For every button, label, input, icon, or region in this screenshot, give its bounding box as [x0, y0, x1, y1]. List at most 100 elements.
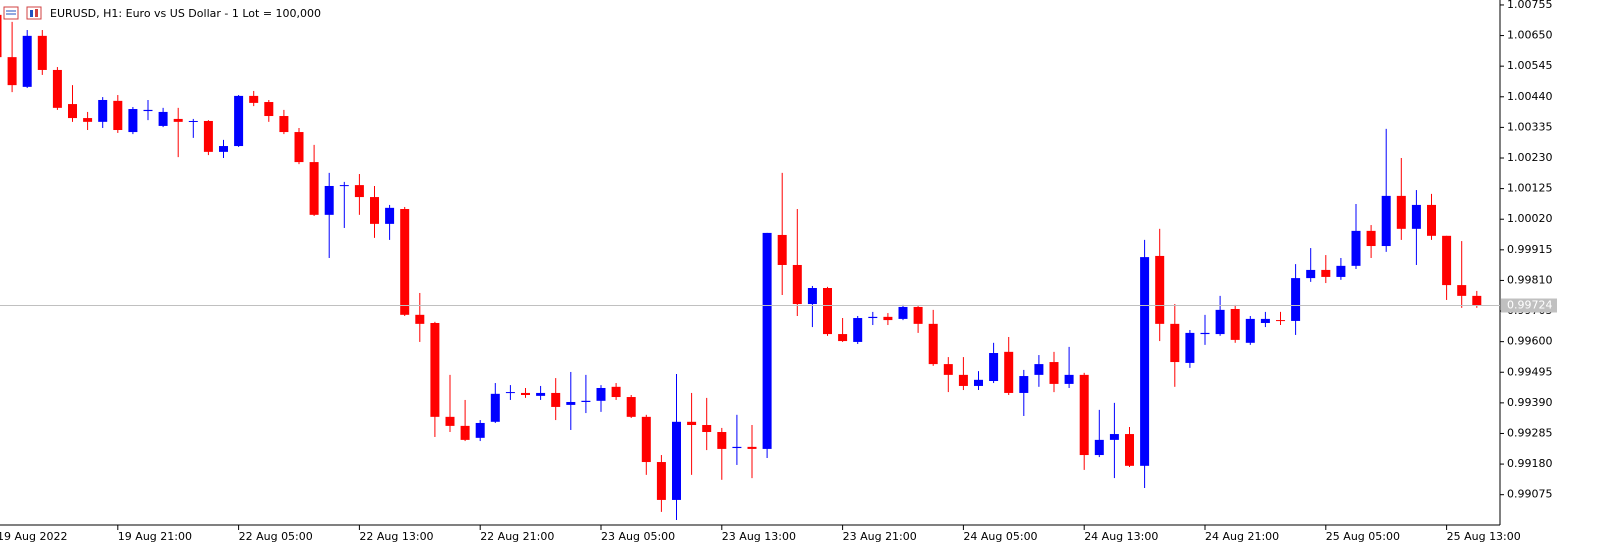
candle-body	[656, 462, 666, 500]
candle-body	[566, 401, 576, 405]
candle-body	[747, 446, 757, 449]
candle-body	[792, 264, 802, 305]
y-tick-label: 0.99810	[1507, 273, 1553, 286]
candle-body	[385, 207, 395, 224]
candle-body	[687, 421, 697, 426]
candle-body	[1079, 374, 1089, 456]
y-tick-label: 1.00335	[1507, 120, 1553, 133]
price-label: 0.99724	[1507, 298, 1553, 311]
y-tick-label: 0.99390	[1507, 396, 1553, 409]
chart-title: EURUSD, H1: Euro vs US Dollar - 1 Lot = …	[50, 7, 321, 20]
candle-body	[823, 288, 832, 335]
x-tick-label: 22 Aug 05:00	[239, 530, 313, 543]
y-tick-label: 0.99915	[1507, 243, 1553, 256]
candle-body	[7, 57, 17, 86]
candle-body	[1034, 364, 1044, 375]
y-tick-label: 0.99285	[1507, 426, 1553, 439]
candle-body	[1442, 235, 1452, 286]
x-tick-label: 24 Aug 21:00	[1205, 530, 1279, 543]
candle-body	[1291, 278, 1301, 321]
candle-body	[1185, 332, 1195, 363]
y-tick-label: 1.00125	[1507, 182, 1553, 195]
y-tick-label: 1.00650	[1507, 29, 1553, 42]
candle-body	[143, 109, 153, 112]
candle-body	[249, 95, 259, 103]
candle-body	[173, 118, 183, 122]
candle-body	[1094, 439, 1104, 456]
candle-body	[1427, 204, 1436, 236]
x-tick-label: 24 Aug 13:00	[1084, 530, 1158, 543]
candle-body	[430, 322, 440, 417]
candle-body	[702, 425, 712, 433]
candle-body	[309, 162, 319, 215]
x-tick-label: 24 Aug 05:00	[963, 530, 1037, 543]
candle-body	[354, 185, 364, 198]
candle-body	[762, 232, 772, 449]
x-tick-label: 23 Aug 21:00	[843, 530, 917, 543]
candle-body	[1276, 320, 1285, 322]
candle-body	[1396, 195, 1406, 229]
candle-body	[1019, 376, 1029, 393]
candle-body	[641, 416, 651, 463]
candle-body	[279, 116, 289, 133]
candle-body	[1321, 269, 1331, 277]
candle-body	[98, 99, 108, 122]
y-tick-label: 1.00230	[1507, 151, 1553, 164]
x-tick-label: 19 Aug 2022	[0, 530, 67, 543]
candle-body	[1215, 309, 1225, 335]
x-tick-label: 23 Aug 13:00	[722, 530, 796, 543]
y-tick-label: 0.99495	[1507, 365, 1553, 378]
candle-body	[37, 35, 47, 70]
y-tick-label: 1.00755	[1507, 0, 1553, 11]
candle-body	[581, 400, 591, 402]
candle-body	[883, 316, 893, 321]
candle-body	[22, 35, 32, 87]
candle-body	[1004, 351, 1014, 393]
candle-body	[68, 104, 77, 119]
candle-body	[339, 185, 349, 187]
candle-body	[1351, 230, 1361, 266]
candle-body	[1125, 434, 1134, 466]
y-tick-label: 1.00440	[1507, 90, 1553, 103]
candle-body	[1472, 295, 1482, 306]
candle-body	[1260, 318, 1270, 323]
y-tick-label: 0.99180	[1507, 457, 1553, 470]
candle-body	[1366, 230, 1376, 247]
icon	[26, 6, 42, 20]
y-tick-label: 1.00020	[1507, 212, 1553, 225]
candle-body	[1140, 257, 1150, 466]
candle-body	[445, 416, 455, 426]
candle-body	[732, 446, 742, 449]
candle-body	[717, 432, 727, 449]
candle-body	[415, 314, 425, 324]
x-tick-label: 19 Aug 21:00	[118, 530, 192, 543]
candle-body	[219, 146, 228, 152]
candle-body	[505, 392, 515, 394]
y-tick-label: 1.00545	[1507, 59, 1553, 72]
candle-body	[868, 316, 878, 319]
candle-body	[898, 306, 908, 319]
candle-body	[928, 323, 938, 365]
candle-body	[490, 393, 500, 422]
candle-body	[596, 387, 606, 401]
candle-body	[1049, 362, 1059, 384]
candle-body	[777, 234, 787, 265]
candle-body	[203, 120, 213, 152]
candle-body	[1245, 318, 1255, 343]
candle-body	[1306, 269, 1316, 279]
y-tick-label: 0.99075	[1507, 488, 1553, 501]
candle-body	[52, 69, 62, 108]
candle-body	[324, 185, 334, 215]
candle-body	[913, 306, 923, 324]
candle-body	[536, 392, 546, 396]
candle-body	[838, 334, 848, 342]
candle-body	[853, 318, 863, 342]
candle-body	[807, 288, 817, 305]
x-tick-label: 22 Aug 13:00	[359, 530, 433, 543]
candle-body	[460, 425, 470, 440]
icon	[30, 10, 33, 17]
candle-body	[475, 422, 485, 438]
candle-body	[943, 364, 953, 375]
